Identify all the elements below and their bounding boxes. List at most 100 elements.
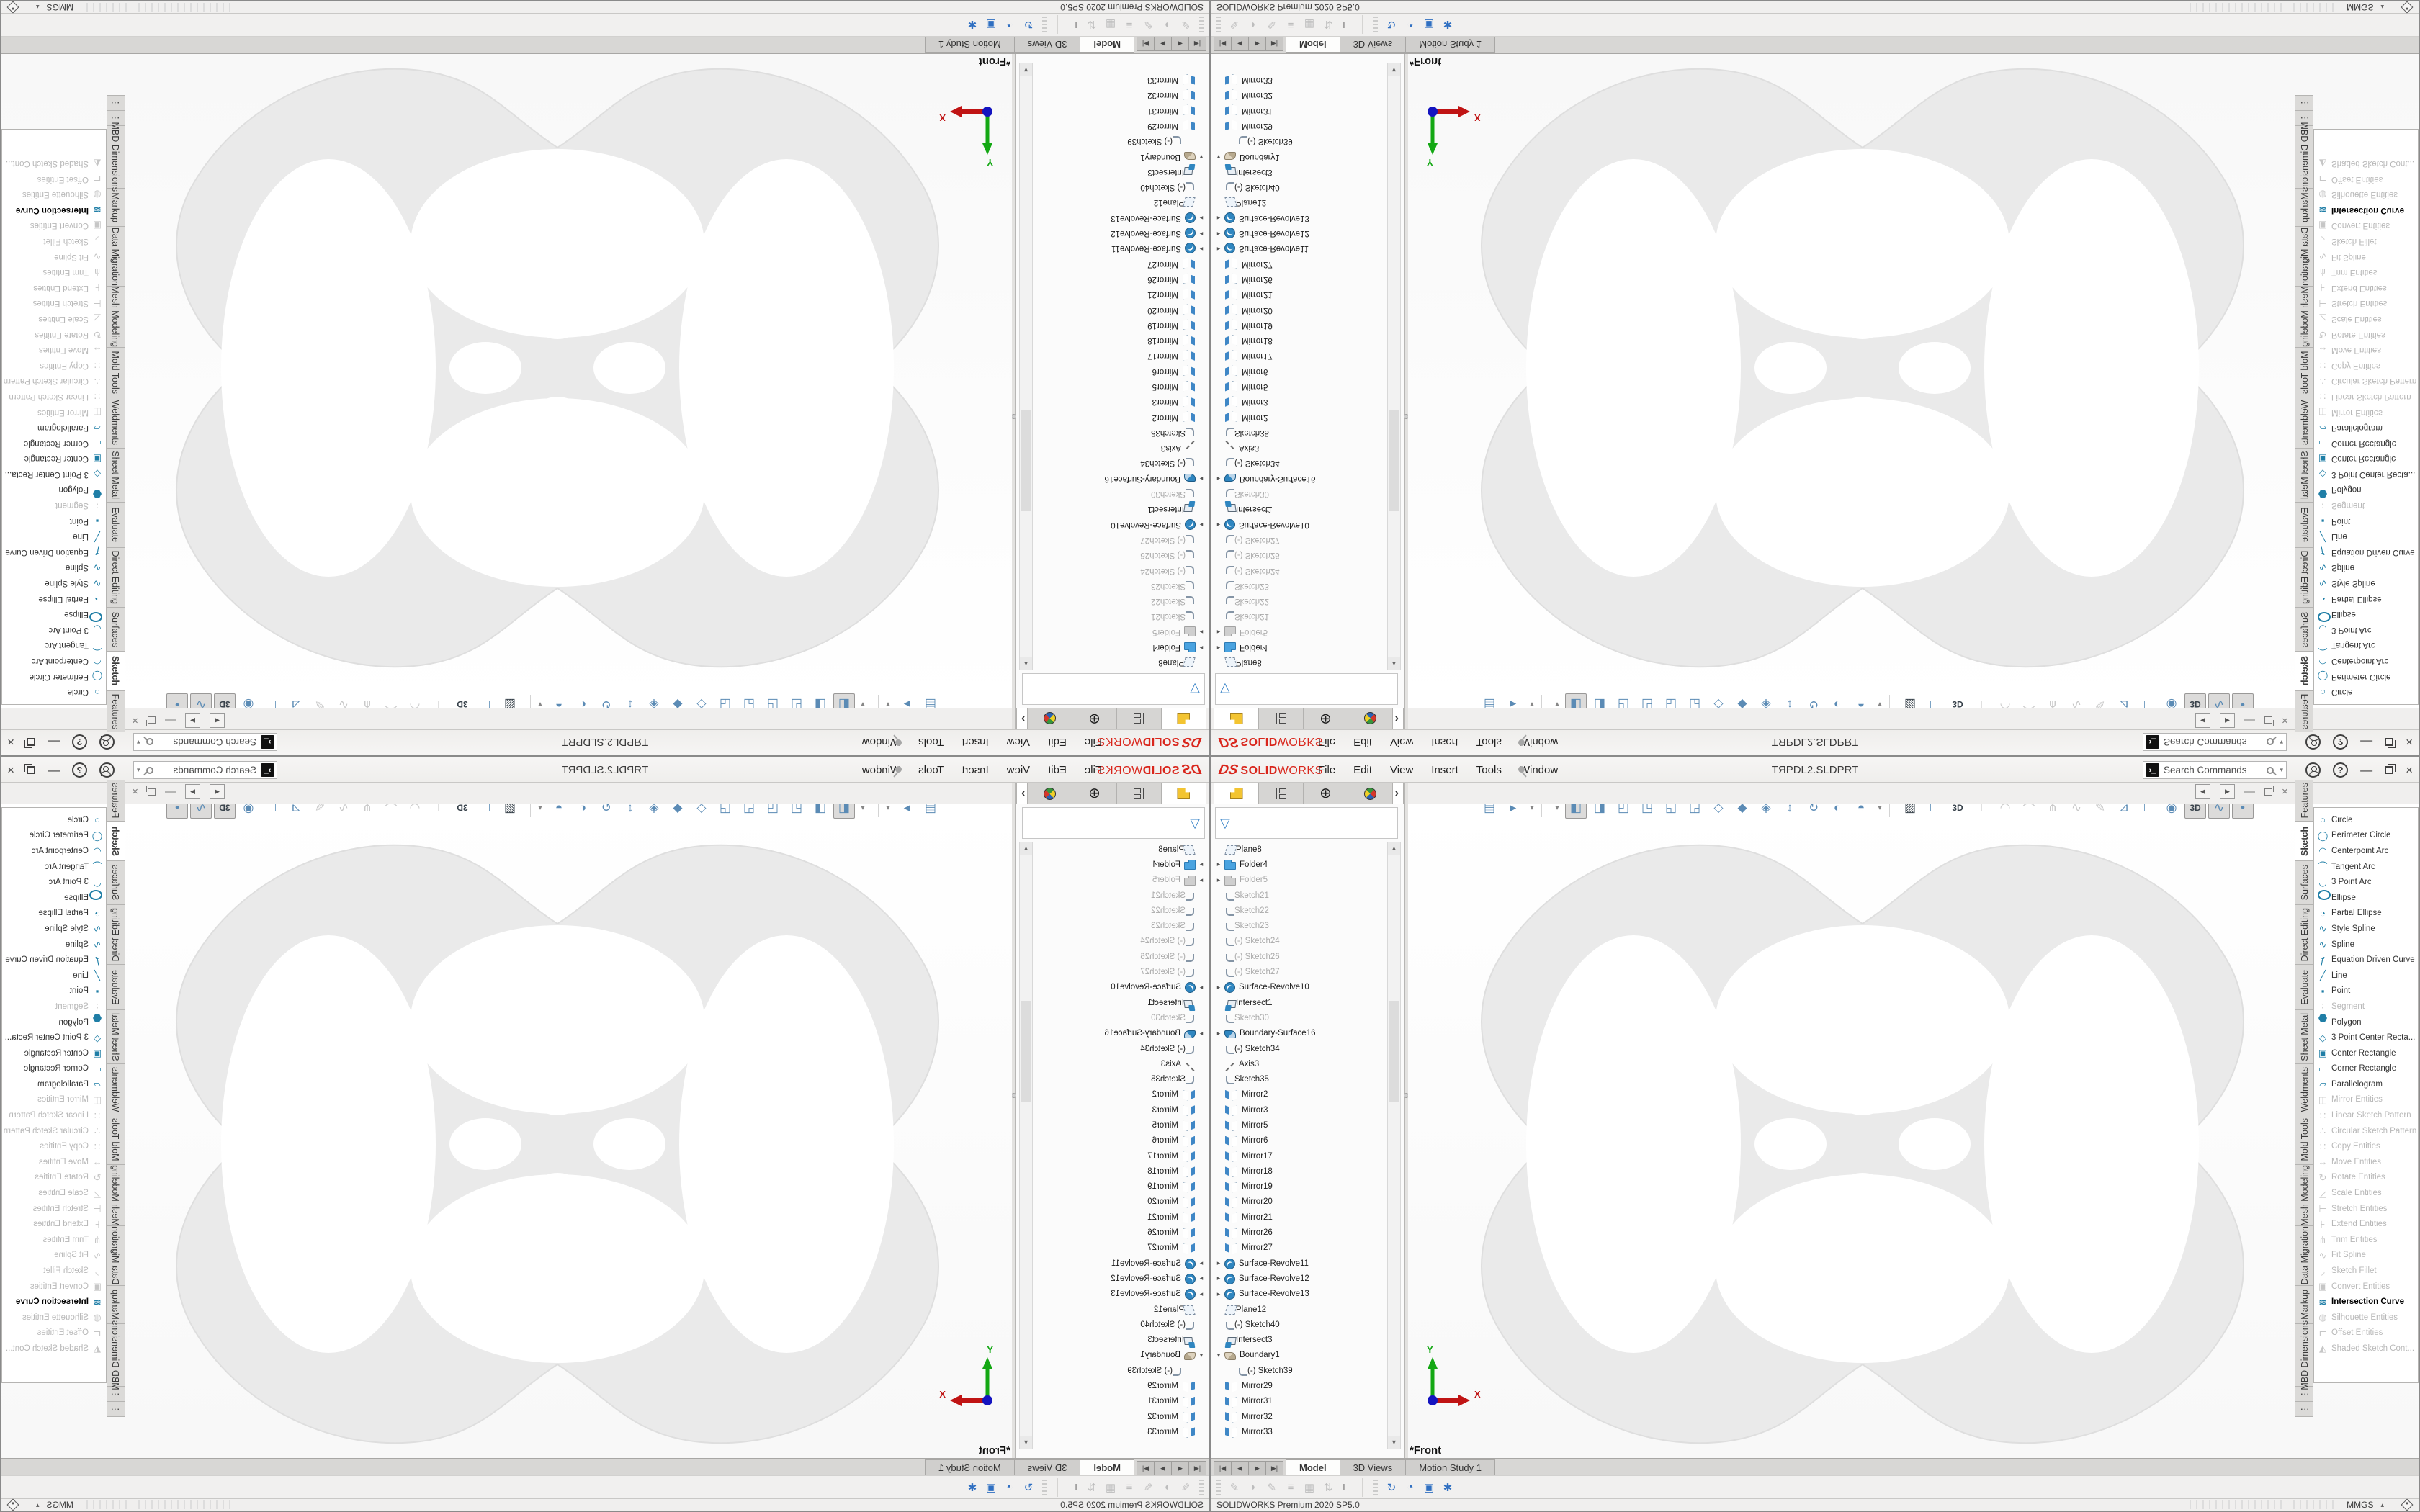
commandmanager-tab[interactable]: Markup	[107, 1285, 125, 1324]
sketch-tool-item[interactable]: ∷ Copy Entities	[2314, 358, 2418, 374]
sketch-tool-item[interactable]: ▱ Parallelogram	[2, 420, 106, 436]
previous-document-icon[interactable]: ◀	[210, 784, 225, 799]
commandmanager-tab[interactable]: Sheet Metal	[107, 448, 125, 503]
toolbar-icon[interactable]: ∿	[2208, 804, 2230, 819]
commandmanager-tab[interactable]: Mesh Modeling	[2295, 1164, 2313, 1226]
tree-item[interactable]: Mirror17	[1035, 1148, 1207, 1164]
splitter-knob[interactable]	[1011, 1093, 1016, 1099]
sketch-tool-item[interactable]: ∶ Segment	[2314, 999, 2418, 1014]
toolbar-icon[interactable]: ✎	[314, 804, 326, 814]
tree-expand-arrow-icon[interactable]	[1213, 214, 1224, 222]
toolbar-icon[interactable]: ▾	[1878, 700, 1882, 708]
sketch-tool-item[interactable]: ╱ Line	[2314, 528, 2418, 544]
sketch-tool-item[interactable]: ◍ Silhouette Entities	[2314, 1310, 2418, 1326]
toolbar-icon[interactable]: ▾	[1878, 804, 1882, 812]
unit-caret-icon[interactable]: ▴	[2380, 1500, 2384, 1508]
toolbar-icon[interactable]: ✎	[1180, 18, 1191, 31]
menu-item[interactable]: View	[1390, 764, 1414, 776]
scroll-up-icon[interactable]: ▲	[1020, 842, 1032, 855]
tree-item[interactable]: (-) Sketch27	[1213, 532, 1385, 547]
sketch-tool-item[interactable]: ◠ Centerpoint Arc	[2, 653, 106, 669]
sketch-tool-item[interactable]: ◿ Scale Entities	[2314, 311, 2418, 327]
sketch-tool-item[interactable]: ◍ Silhouette Entities	[2314, 186, 2418, 202]
commandmanager-tab[interactable]: Markup	[2295, 1285, 2313, 1324]
toolbar-icon[interactable]: ▾	[1530, 700, 1534, 708]
search-commands-box[interactable]: ›_ Search Commands ▾	[2143, 733, 2287, 751]
tree-item[interactable]: (-) Sketch40	[1213, 1317, 1385, 1332]
toolbar-icon[interactable]: ▦	[1105, 18, 1116, 31]
toolbar-icon[interactable]: ◓	[1857, 804, 1865, 814]
minimize-button[interactable]: —	[47, 735, 60, 749]
close-button[interactable]: ×	[2406, 735, 2413, 749]
commandmanager-tab[interactable]: MBD Dimensions	[2295, 1320, 2313, 1390]
tree-item[interactable]: Sketch22	[1213, 903, 1385, 918]
sketch-tool-item[interactable]: ◠ Centerpoint Arc	[2314, 653, 2418, 669]
tree-item[interactable]: Surface-Revolve10	[1213, 980, 1385, 995]
tree-expand-arrow-icon[interactable]	[1213, 1259, 1224, 1267]
sketch-tool-item[interactable]: Ellipse	[2, 890, 106, 906]
tree-item[interactable]: Plane12	[1213, 1302, 1385, 1317]
sketch-tool-item[interactable]: ⊦ Extend Entities	[2314, 280, 2418, 296]
search-commands-box[interactable]: ›_ Search Commands ▾	[2143, 761, 2287, 779]
toolbar-icon[interactable]: ⌒	[385, 804, 398, 816]
sketch-tool-item[interactable]: ◿ Scale Entities	[2314, 1185, 2418, 1201]
toolbar-icon[interactable]: ▦	[1304, 18, 1315, 31]
tree-item[interactable]: Mirror17	[1035, 348, 1207, 364]
search-icon[interactable]	[145, 766, 153, 774]
sketch-tool-item[interactable]: ◯ Perimeter Circle	[2314, 669, 2418, 685]
sketch-tool-item[interactable]: ▣ Center Rectangle	[2, 1045, 106, 1061]
sketch-tool-item[interactable]: Ellipse	[2314, 606, 2418, 622]
tree-item[interactable]: Mirror32	[1213, 88, 1385, 103]
tree-item[interactable]: Plane12	[1213, 195, 1385, 210]
tree-item[interactable]: Mirror26	[1035, 271, 1207, 287]
toolbar-icon[interactable]: ▨	[503, 804, 516, 814]
tree-item[interactable]: (-) Sketch40	[1035, 1317, 1207, 1332]
doc-minimize-button[interactable]: —	[2244, 786, 2255, 798]
tree-expand-arrow-icon[interactable]	[1196, 628, 1207, 636]
document-tab[interactable]: Motion Study 1	[925, 1459, 1015, 1475]
toolbar-icon[interactable]: ⊿	[2118, 698, 2130, 708]
tree-item[interactable]: (-) Sketch40	[1035, 180, 1207, 195]
document-tab[interactable]: 3D Views	[1013, 37, 1081, 53]
toolbar-icon[interactable]: ◐	[578, 698, 587, 708]
scroll-down-icon[interactable]: ▼	[1020, 63, 1032, 76]
close-button[interactable]: ×	[7, 735, 14, 749]
scroll-up-icon[interactable]: ▲	[1020, 657, 1032, 670]
sketch-tool-item[interactable]: ◡ 3 Point Arc	[2314, 874, 2418, 890]
toolbar-icon[interactable]: ◈	[1761, 698, 1771, 708]
menu-item[interactable]: Tools	[918, 764, 944, 776]
tab-displaymanager[interactable]	[1027, 783, 1072, 804]
close-button[interactable]: ×	[2406, 763, 2413, 777]
tree-item[interactable]: Surface-Revolve11	[1035, 1256, 1207, 1271]
toolbar-icon[interactable]: ✱	[1443, 1481, 1453, 1494]
search-icon[interactable]	[2267, 738, 2275, 746]
toolbar-icon[interactable]: ∿	[2071, 698, 2082, 708]
search-icon[interactable]	[2267, 766, 2275, 774]
sketch-tool-item[interactable]: ⋔ Trim Entities	[2314, 1232, 2418, 1248]
sketch-tool-item[interactable]: ∷ Copy Entities	[2, 358, 106, 374]
sketch-tool-item[interactable]: ∴ Circular Sketch Pattern	[2314, 1123, 2418, 1139]
menu-item[interactable]: File	[1318, 764, 1336, 776]
sketch-tool-item[interactable]: ◞ Sketch Fillet	[2314, 1263, 2418, 1279]
sketch-tool-item[interactable]: ▣ Center Rectangle	[2314, 451, 2418, 467]
tree-item[interactable]: Mirror5	[1213, 1117, 1385, 1133]
sketch-tool-item[interactable]: ○ Circle	[2314, 812, 2418, 828]
tree-item[interactable]: Sketch23	[1035, 578, 1207, 593]
tag-icon[interactable]	[2401, 1498, 2414, 1511]
toolbar-icon[interactable]: ◈	[649, 698, 659, 708]
tree-item[interactable]: Sketch35	[1213, 425, 1385, 440]
tree-item[interactable]: Folder4	[1213, 639, 1385, 654]
tree-item[interactable]: (-) Sketch26	[1035, 949, 1207, 964]
toolbar-icon[interactable]: ▸	[903, 698, 910, 708]
toolbar-icon[interactable]: ▾	[886, 804, 890, 812]
sketch-tool-item[interactable]: ◇ 3 Point Center Recta...	[2314, 467, 2418, 482]
scrollbar-thumb[interactable]	[1021, 410, 1031, 511]
tree-item[interactable]: Mirror26	[1035, 1225, 1207, 1240]
tree-item[interactable]: Mirror17	[1213, 1148, 1385, 1164]
commandmanager-tab[interactable]: Evaluate	[107, 502, 125, 548]
user-account-icon[interactable]	[99, 734, 115, 750]
sketch-tool-item[interactable]: Polygon	[2, 1014, 106, 1030]
sketch-tool-item[interactable]: ∿ Spline	[2314, 937, 2418, 953]
toolbar-icon[interactable]: ⊥	[1976, 804, 1987, 814]
unit-caret-icon[interactable]: ▴	[2380, 4, 2384, 12]
